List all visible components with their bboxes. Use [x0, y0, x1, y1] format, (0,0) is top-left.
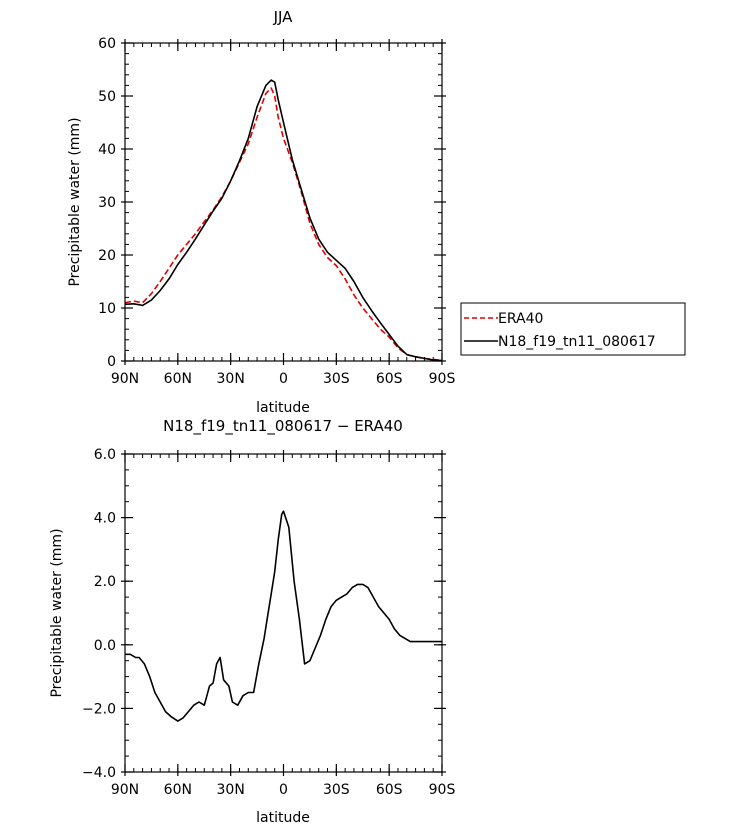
- legend-label-model: N18_f19_tn11_080617: [498, 334, 656, 350]
- bottom-y-axis-label: Precipitable water (mm): [49, 528, 65, 697]
- x-tick-label: 90N: [111, 782, 139, 798]
- x-tick-label: 0: [279, 782, 288, 798]
- legend-label-era40: ERA40: [498, 311, 543, 327]
- top-plot-frame: [124, 42, 443, 362]
- y-tick-label: 0.0: [94, 638, 116, 654]
- y-tick-label: 2.0: [94, 574, 116, 590]
- bottom-axis-ticks: 90N 60N 30N 0 30S 60S 90S −4.0 −2.0 0.0 2.0 4.0 6.0: [82, 447, 455, 798]
- top-panel: JJA Precipitable water (mm) latitude 90N…: [67, 8, 455, 416]
- top-y-axis-label: Precipitable water (mm): [67, 117, 83, 286]
- y-tick-label: 40: [98, 142, 116, 158]
- x-tick-label: 90S: [429, 782, 456, 798]
- y-tick-label: 60: [98, 36, 116, 52]
- legend: ERA40 N18_f19_tn11_080617: [460, 302, 686, 356]
- x-tick-label: 60N: [164, 371, 192, 387]
- x-tick-label: 60S: [376, 782, 403, 798]
- x-tick-label: 60N: [164, 782, 192, 798]
- top-axis-ticks: 90N 60N 30N 0 30S 60S 90S 0 10 20 30 40 50 60: [98, 36, 455, 387]
- series-line-n18-f19-tn11-080617: [124, 79, 443, 362]
- x-tick-label: 60S: [376, 371, 403, 387]
- y-tick-label: 4.0: [94, 511, 116, 527]
- y-tick-label: −4.0: [82, 765, 116, 781]
- series-line-difference: [125, 510, 442, 722]
- y-tick-label: −2.0: [82, 701, 116, 717]
- top-curves: [124, 79, 443, 362]
- x-tick-label: 30N: [217, 371, 245, 387]
- bottom-panel: N18_f19_tn11_080617 − ERA40 Precipitable…: [49, 417, 455, 826]
- y-tick-label: 30: [98, 195, 116, 211]
- legend-box: [460, 302, 686, 356]
- x-tick-label: 30N: [217, 782, 245, 798]
- bottom-x-axis-label: latitude: [256, 810, 310, 826]
- x-tick-label: 90S: [429, 371, 456, 387]
- x-tick-label: 0: [279, 371, 288, 387]
- y-tick-label: 10: [98, 301, 116, 317]
- series-line-era40: [124, 87, 443, 362]
- y-tick-label: 50: [98, 89, 116, 105]
- y-tick-label: 0: [107, 354, 116, 370]
- bottom-curves: [125, 510, 442, 722]
- top-panel-title: JJA: [273, 8, 294, 26]
- y-tick-label: 6.0: [94, 447, 116, 463]
- x-tick-label: 30S: [323, 782, 350, 798]
- x-tick-label: 30S: [323, 371, 350, 387]
- bottom-plot-frame: [124, 453, 443, 773]
- x-tick-label: 90N: [111, 371, 139, 387]
- bottom-panel-title: N18_f19_tn11_080617 − ERA40: [163, 417, 403, 436]
- y-tick-label: 20: [98, 248, 116, 264]
- top-x-axis-label: latitude: [256, 400, 310, 416]
